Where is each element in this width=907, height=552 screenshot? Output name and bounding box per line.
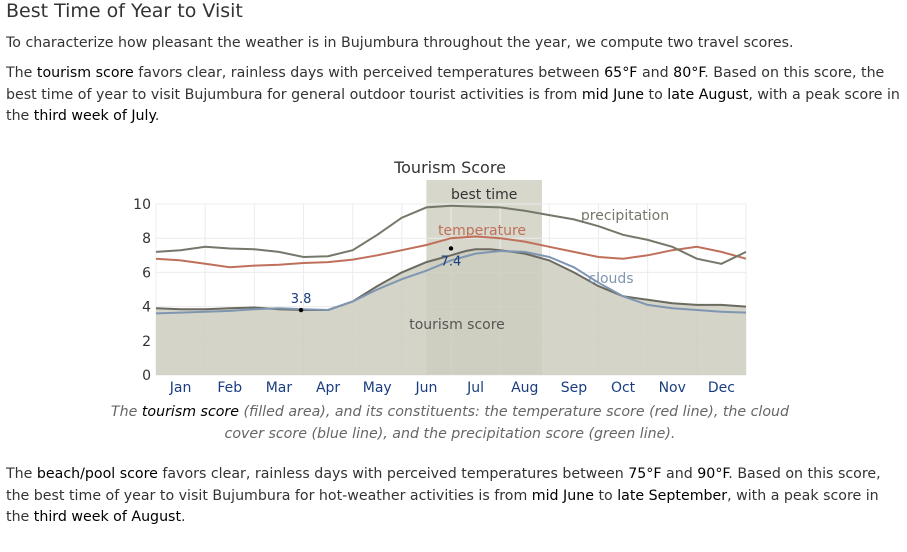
- y-axis-ticks: 0 2 4 6 8 10: [133, 197, 151, 384]
- x-tick-label: Jul: [466, 380, 484, 396]
- beach-text-6: , with a peak score in the: [6, 487, 879, 526]
- precipitation-label: precipitation: [581, 208, 669, 224]
- beach-text-4: . Based on this score, the best time of …: [6, 466, 881, 504]
- beach-text-7: .: [181, 509, 186, 525]
- annotation-label: 7.4: [441, 254, 462, 269]
- x-tick-label: Jan: [169, 380, 192, 396]
- x-tick-label: Dec: [708, 380, 735, 396]
- clouds-line: [155, 249, 747, 315]
- beach-temp-low: 75°F: [628, 466, 662, 482]
- beach-text-1: The: [6, 466, 37, 482]
- x-tick-label: May: [363, 380, 392, 396]
- precipitation-line: [155, 204, 747, 265]
- series-lines: [155, 204, 747, 315]
- beach-text-2: favors clear, rainless days with perceiv…: [157, 466, 629, 482]
- tourism-score-area: [156, 249, 746, 375]
- beach-end: late September: [617, 487, 728, 504]
- x-tick-label: Jun: [414, 380, 437, 396]
- tourism-paragraph: The tourism score favors clear, rainless…: [6, 63, 901, 128]
- clouds-label: clouds: [588, 271, 633, 287]
- y-tick-label: 10: [133, 197, 151, 213]
- x-axis-ticks: Jan Feb Mar Apr May Jun Jul Aug Sep Oct Nov Dec: [169, 380, 735, 396]
- x-tick-label: Sep: [561, 380, 588, 396]
- intro-paragraph: To characterize how pleasant the weather…: [6, 35, 794, 51]
- beach-text-5: to: [593, 487, 618, 504]
- tourism-score-chart: Tourism Score best time 0 2 4 6 8 10 Jan Feb Ma…: [133, 158, 747, 396]
- annotations: 3.8 7.4: [291, 246, 462, 313]
- temperature-label: temperature: [438, 223, 526, 239]
- beach-temp-high: 90°F: [697, 466, 729, 482]
- beach-peak: third week of August: [33, 509, 182, 525]
- x-tick-label: Apr: [316, 380, 340, 396]
- y-tick-label: 0: [142, 368, 151, 384]
- best-time-label: best time: [451, 187, 517, 203]
- y-tick-label: 4: [142, 300, 151, 316]
- beach-start: mid June: [531, 487, 594, 504]
- y-tick-label: 2: [142, 334, 151, 350]
- area-layer: [156, 249, 746, 375]
- tourism-text-3: and: [637, 65, 674, 81]
- tourism-score-label: tourism score: [409, 317, 505, 333]
- tourism-start: mid June: [581, 86, 645, 103]
- tourism-text-4: . Based on this score, the best time of …: [6, 65, 885, 103]
- tourism-temp-high: 80°F: [673, 65, 705, 81]
- x-tick-label: Oct: [611, 380, 636, 396]
- annotation-point: [448, 246, 454, 251]
- section-title: Best Time of Year to Visit: [6, 0, 243, 22]
- y-tick-label: 6: [142, 265, 151, 281]
- caption-text-2: (filled area), and its constituents: the…: [224, 404, 790, 442]
- x-tick-label: Nov: [659, 380, 686, 396]
- y-tick-label: 8: [142, 231, 151, 247]
- beach-text-3: and: [661, 466, 698, 482]
- chart-title: Tourism Score: [393, 158, 506, 177]
- tourism-peak: third week of July: [33, 108, 155, 124]
- caption-text-1: The: [110, 404, 142, 420]
- annotation-point: [298, 307, 304, 313]
- tourism-text-5: to: [644, 86, 668, 103]
- series-labels: tourism score temperature clouds precipitat…: [409, 208, 669, 333]
- tourism-temp-low: 65°F: [604, 65, 638, 81]
- chart-caption: The tourism score (filled area), and its…: [90, 402, 810, 445]
- tourism-end: late August: [667, 86, 749, 103]
- tourism-text-2: favors clear, rainless days with perceiv…: [133, 65, 605, 81]
- x-tick-label: Aug: [511, 380, 538, 396]
- x-tick-label: Mar: [266, 380, 293, 396]
- tourism-text-1: The: [6, 65, 37, 81]
- temperature-line: [155, 235, 747, 269]
- x-tick-label: Feb: [217, 380, 242, 396]
- tourism-text-6: , with a peak score in the: [6, 86, 900, 125]
- annotation-label: 3.8: [291, 292, 312, 307]
- caption-tourism-term: tourism score: [141, 404, 239, 420]
- tourism-score-term: tourism score: [36, 65, 134, 81]
- beach-score-term: beach/pool score: [36, 466, 158, 482]
- tourism-text-7: .: [154, 108, 160, 124]
- beach-paragraph: The beach/pool score favors clear, rainl…: [6, 464, 901, 529]
